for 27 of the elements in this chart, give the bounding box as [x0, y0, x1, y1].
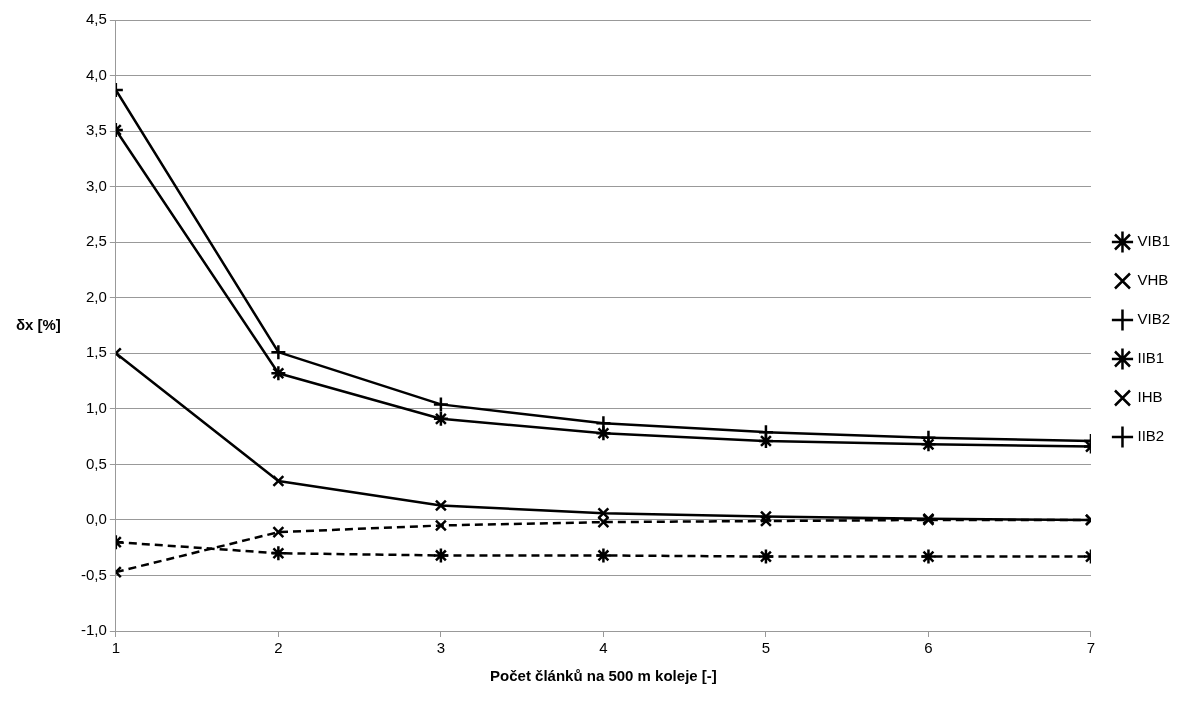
legend-label: VIB1: [1137, 232, 1171, 250]
y-tick-label: 3,0: [85, 176, 107, 194]
x-tick-label: 2: [274, 639, 283, 657]
legend-label: IIB2: [1137, 427, 1165, 445]
legend-label: VHB: [1137, 271, 1169, 289]
y-tick-label: 4,0: [85, 65, 107, 83]
legend-label: IIB1: [1137, 349, 1165, 367]
x-tick-label: 1: [111, 639, 121, 657]
y-tick-label: 2,0: [85, 287, 107, 305]
y-tick-label: 1,0: [85, 398, 107, 416]
x-tick-label: 4: [599, 639, 608, 657]
y-tick-label: -0,5: [80, 565, 107, 583]
legend-label: IHB: [1137, 388, 1163, 406]
x-tick-label: 6: [924, 639, 933, 657]
legend-label: VIB2: [1137, 310, 1171, 328]
x-tick-label: 3: [436, 639, 446, 657]
y-tick-label: 2,5: [85, 232, 107, 250]
y-tick-label: -1,0: [80, 621, 107, 639]
x-axis-title: Počet článků na 500 m koleje [-]: [490, 666, 717, 684]
x-tick-label: 7: [1086, 639, 1096, 657]
y-tick-label: 0,0: [85, 510, 107, 528]
y-tick-label: 3,5: [85, 121, 107, 139]
y-axis-title: δx [%]: [15, 315, 61, 333]
x-tick-label: 5: [761, 639, 771, 657]
y-tick-label: 1,5: [85, 343, 107, 361]
y-tick-label: 0,5: [85, 454, 107, 472]
y-tick-label: 4,5: [85, 10, 107, 28]
